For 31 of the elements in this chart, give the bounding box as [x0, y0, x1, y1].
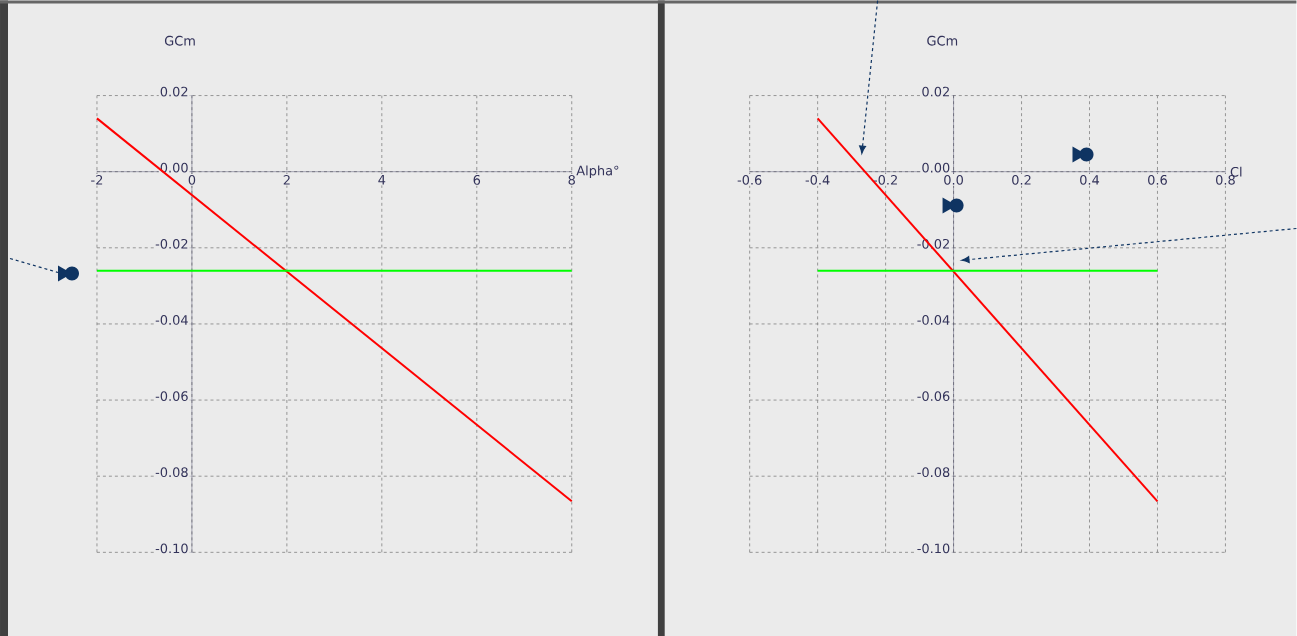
x-tick-label: -0.6 [737, 174, 762, 185]
x-tick-label: 0.2 [1012, 174, 1031, 185]
x-tick-label: 0.0 [944, 174, 963, 185]
x-tick-label: -2 [91, 174, 103, 185]
y-tick-label: -0.10 [917, 543, 950, 554]
y-tick-label: -0.08 [155, 467, 188, 477]
y-axis-title: GCm [164, 35, 195, 46]
x-tick-label: 0 [188, 174, 196, 185]
x-tick-label: 2 [283, 174, 290, 185]
x-tick-label: 8 [568, 174, 575, 185]
y-tick-label: -0.06 [155, 391, 188, 401]
y-tick-label: 0.00 [160, 162, 188, 173]
y-axis-title: GCm [927, 35, 958, 46]
x-tick-label: 0.8 [1216, 174, 1235, 185]
x-tick-label: 4 [378, 174, 386, 185]
y-tick-label: -0.08 [917, 467, 950, 477]
x-tick-label: 6 [473, 174, 481, 185]
x-tick-label: 0.4 [1080, 174, 1100, 185]
x-tick-label: -0.4 [805, 174, 830, 185]
y-tick-label: 0.02 [922, 86, 949, 97]
y-tick-label: -0.06 [917, 391, 950, 401]
x-tick-label: -0.2 [873, 174, 897, 185]
y-tick-label: -0.10 [155, 543, 188, 554]
y-tick-label: -0.02 [155, 238, 188, 249]
y-tick-label: -0.04 [155, 314, 188, 325]
x-axis-title: Alpha° [576, 165, 619, 178]
y-tick-label: -0.04 [917, 314, 950, 325]
y-tick-label: 0.00 [922, 162, 950, 173]
y-tick-label: 0.02 [160, 86, 188, 97]
x-axis-title: Cl [1230, 166, 1242, 177]
x-tick-label: 0.6 [1148, 174, 1167, 185]
